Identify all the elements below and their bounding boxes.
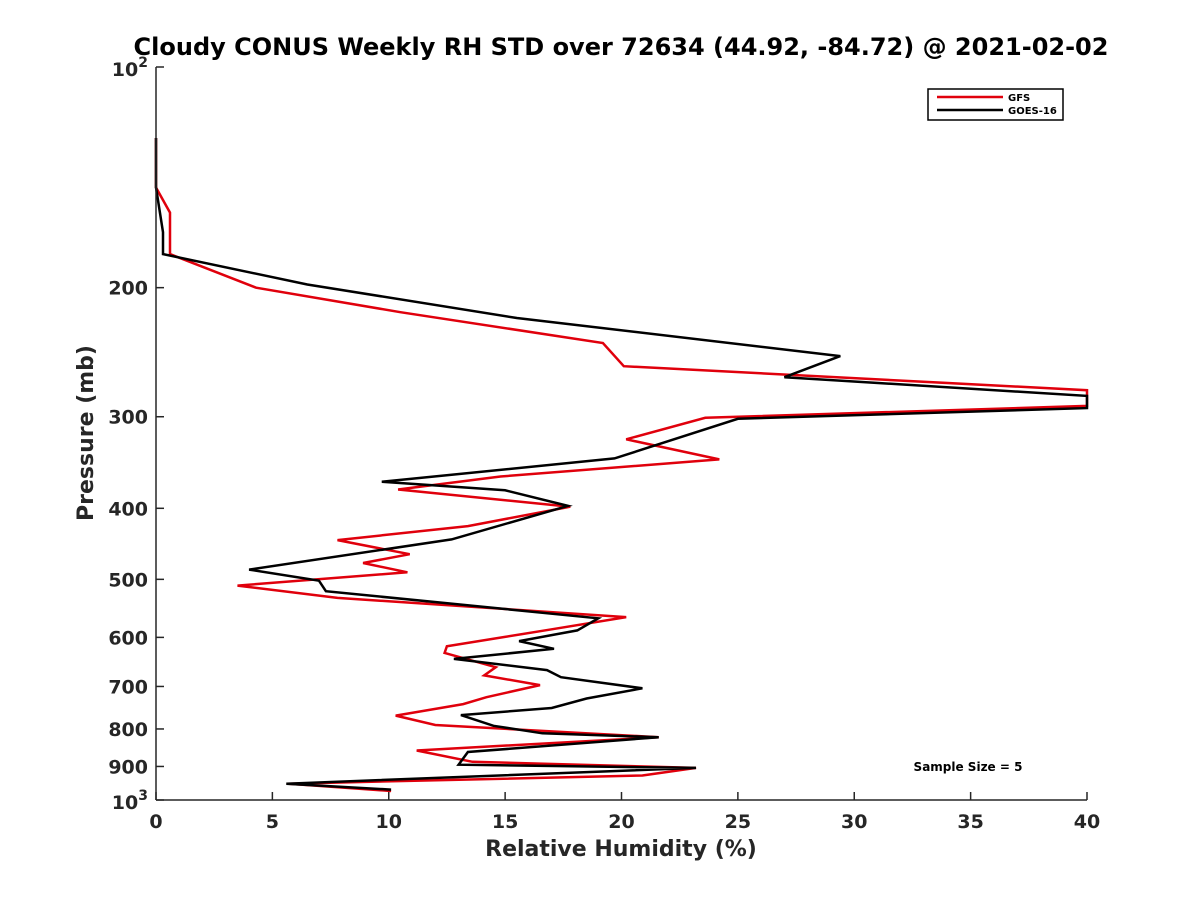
y-tick-label-900: 900: [108, 756, 148, 778]
legend-label-goes16: GOES-16: [1008, 106, 1057, 117]
legend-label-gfs: GFS: [1008, 93, 1030, 104]
y-tick-label-500: 500: [108, 569, 148, 591]
y-tick-label-300: 300: [108, 407, 148, 429]
legend: GFS GOES-16: [927, 88, 1064, 121]
legend-box: [927, 88, 1064, 121]
x-tick-label-35: 35: [957, 811, 983, 833]
y-axis-label: Pressure (mb): [74, 345, 99, 521]
x-tick-label-0: 0: [149, 811, 162, 833]
plot-area: 0 5 10 15 20 25 30 35 40 102 200 300 400 500 600 700 800…: [108, 55, 1100, 833]
x-tick-label-5: 5: [266, 811, 279, 833]
x-tick-label-20: 20: [608, 811, 634, 833]
chart-title: Cloudy CONUS Weekly RH STD over 72634 (4…: [134, 33, 1109, 61]
x-tick-label-25: 25: [725, 811, 751, 833]
sample-size-annotation: Sample Size = 5: [914, 760, 1023, 774]
y-tick-label-200: 200: [108, 278, 148, 300]
series-line-goes16: [154, 138, 1089, 791]
y-tick-label-700: 700: [108, 676, 148, 698]
y-tick-label-400: 400: [108, 498, 148, 520]
x-tick-label-15: 15: [492, 811, 518, 833]
x-tick-label-10: 10: [376, 811, 402, 833]
x-axis-label: Relative Humidity (%): [485, 837, 757, 862]
y-tick-label-1000: 103: [112, 788, 148, 814]
x-tick-label-40: 40: [1074, 811, 1100, 833]
y-tick-label-100: 102: [112, 55, 148, 81]
y-tick-label-800: 800: [108, 719, 148, 741]
y-tick-label-600: 600: [108, 627, 148, 649]
x-tick-label-30: 30: [841, 811, 867, 833]
